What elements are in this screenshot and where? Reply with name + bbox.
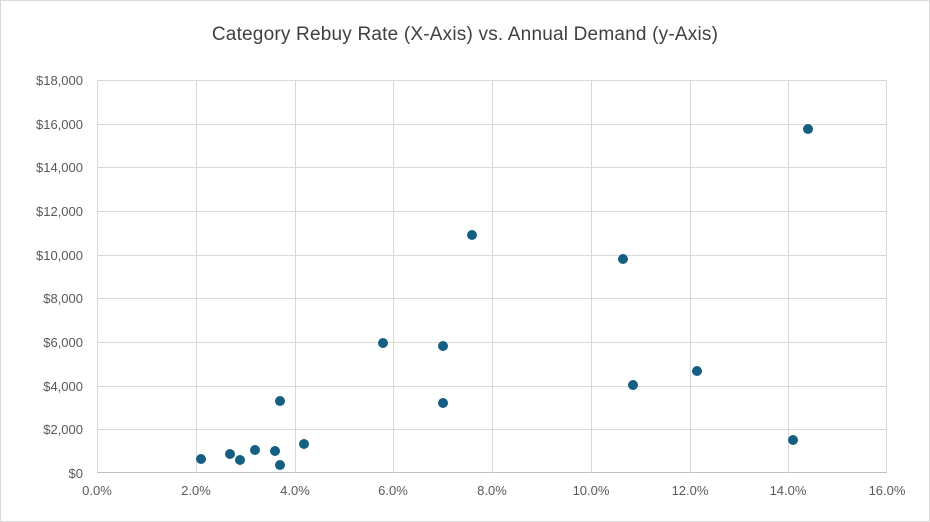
y-tick-label: $4,000 [43,379,83,394]
y-tick-label: $0 [68,466,83,481]
y-tick-label: $8,000 [43,291,83,306]
data-point [692,366,702,376]
data-point [275,460,285,470]
x-gridline [196,80,197,473]
x-gridline [492,80,493,473]
data-point [628,380,638,390]
x-gridline [788,80,789,473]
x-tick-label: 4.0% [280,483,310,498]
y-tick-label: $2,000 [43,422,83,437]
data-point [225,449,235,459]
x-gridline [591,80,592,473]
x-tick-label: 14.0% [769,483,807,498]
data-point [438,398,448,408]
x-tick-label: 0.0% [82,483,112,498]
data-point [438,341,448,351]
x-gridline [393,80,394,473]
y-tick-label: $10,000 [36,248,83,263]
data-point [378,338,388,348]
x-tick-label: 8.0% [477,483,507,498]
y-tick-label: $12,000 [36,204,83,219]
chart-title: Category Rebuy Rate (X-Axis) vs. Annual … [211,24,719,45]
y-tick-label: $14,000 [36,160,83,175]
data-point [299,439,309,449]
x-gridline [690,80,691,473]
data-point [196,454,206,464]
data-point [467,230,477,240]
y-tick-label: $6,000 [43,335,83,350]
data-point [250,445,260,455]
x-tick-label: 16.0% [868,483,906,498]
data-point [788,435,798,445]
x-gridline [295,80,296,473]
data-point [270,446,280,456]
data-point [235,455,245,465]
x-tick-label: 12.0% [671,483,709,498]
data-point [275,396,285,406]
data-point [618,254,628,264]
x-tick-label: 2.0% [181,483,211,498]
x-tick-label: 10.0% [572,483,610,498]
y-tick-label: $16,000 [36,117,83,132]
y-tick-label: $18,000 [36,73,83,88]
x-tick-label: 6.0% [378,483,408,498]
data-point [803,124,813,134]
